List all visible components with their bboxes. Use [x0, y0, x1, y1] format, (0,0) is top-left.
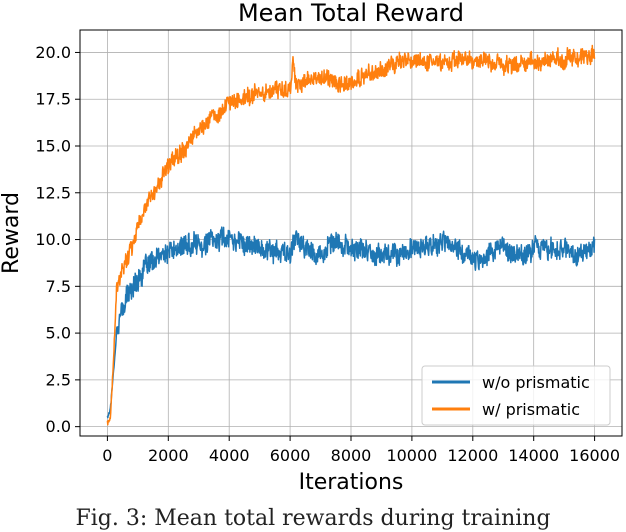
series-line-with-prismatic	[106, 44, 596, 426]
y-tick-label: 12.5	[35, 183, 71, 202]
x-tick-label: 8000	[331, 446, 372, 465]
x-tick-label: 16000	[569, 446, 620, 465]
x-axis-label: Iterations	[299, 470, 404, 495]
y-tick-label: 17.5	[35, 90, 71, 109]
x-tick-label: 6000	[270, 446, 311, 465]
chart-title: Mean Total Reward	[238, 0, 464, 27]
legend: w/o prismatic w/ prismatic	[421, 365, 611, 426]
y-tick-label: 2.5	[46, 370, 71, 389]
legend-label-with-prismatic: w/ prismatic	[482, 400, 580, 419]
x-tick-label: 14000	[508, 446, 559, 465]
y-axis-label: Reward	[0, 192, 24, 274]
series-lines	[106, 44, 596, 426]
series-line-without-prismatic	[106, 226, 596, 419]
y-tick-label: 20.0	[35, 43, 71, 62]
legend-label-without-prismatic: w/o prismatic	[482, 373, 590, 392]
y-tick-label: 5.0	[46, 324, 71, 343]
x-tick-label: 0	[102, 446, 112, 465]
y-tick-label: 15.0	[35, 137, 71, 156]
figure-caption: Fig. 3: Mean total rewards during traini…	[75, 506, 551, 531]
x-tick-label: 4000	[209, 446, 250, 465]
x-tick-label: 2000	[148, 446, 189, 465]
x-tick-label: 12000	[447, 446, 498, 465]
grid-lines	[80, 30, 622, 436]
y-tick-label: 10.0	[35, 230, 71, 249]
axis-ticks: 0 2000 4000 6000 8000 10000 12000 14000 16000 0.0…	[35, 43, 620, 465]
y-tick-label: 7.5	[46, 277, 71, 296]
y-tick-label: 0.0	[46, 417, 71, 436]
x-tick-label: 10000	[386, 446, 437, 465]
